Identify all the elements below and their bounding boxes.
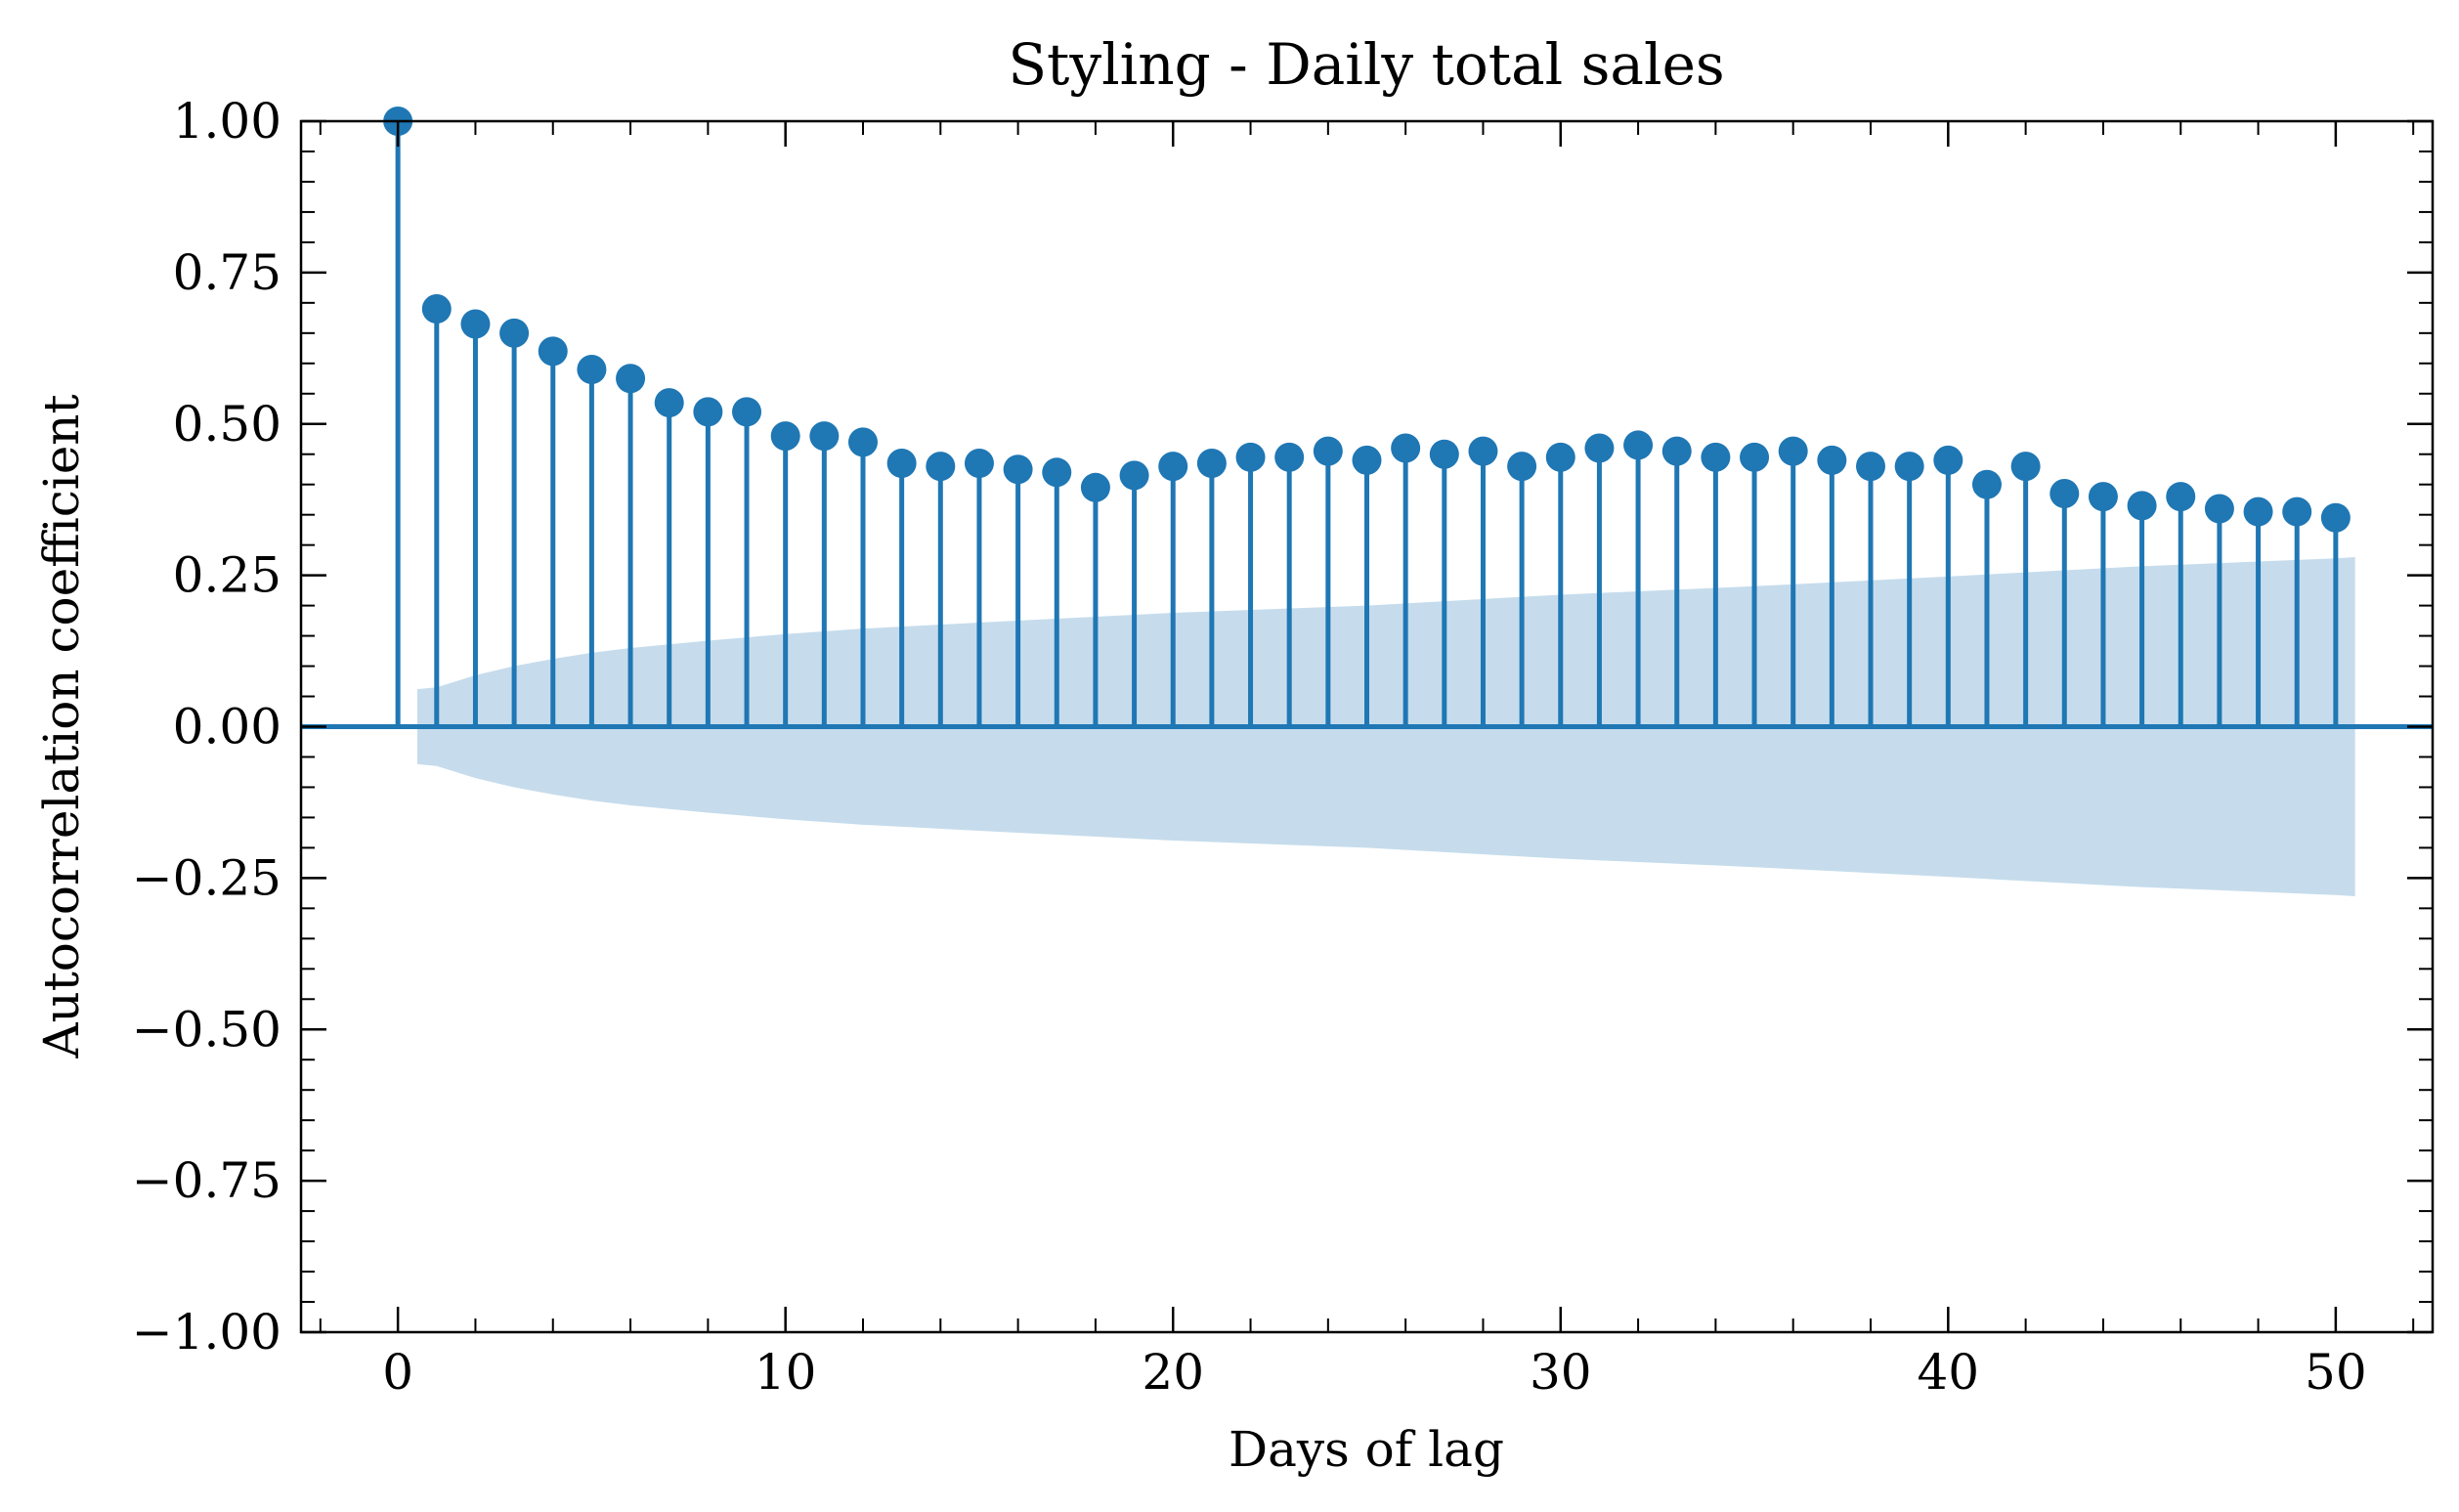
y-tick-label: 0.25 xyxy=(173,547,281,604)
marker-lag-29 xyxy=(1507,452,1537,482)
y-tick-label: −0.25 xyxy=(132,849,281,906)
marker-lag-22 xyxy=(1235,442,1266,472)
marker-lag-16 xyxy=(1003,454,1033,485)
y-tick-label: 0.75 xyxy=(173,244,281,301)
marker-lag-15 xyxy=(964,449,994,479)
marker-lag-35 xyxy=(1740,442,1770,472)
marker-lag-28 xyxy=(1468,436,1498,466)
marker-lag-33 xyxy=(1661,436,1692,466)
marker-lag-12 xyxy=(847,427,878,457)
stems-layer xyxy=(395,121,2339,727)
x-ticks-layer: 0 10 20 30 40 50 xyxy=(319,121,2415,1401)
y-tick-label: 1.00 xyxy=(173,93,281,150)
marker-lag-4 xyxy=(538,336,568,367)
x-axis-label: Days of lag xyxy=(1229,1421,1504,1478)
marker-lag-10 xyxy=(770,421,800,452)
marker-lag-46 xyxy=(2166,482,2196,512)
marker-lag-5 xyxy=(577,354,607,384)
marker-lag-20 xyxy=(1158,452,1188,482)
marker-lag-42 xyxy=(2010,452,2041,482)
x-tick-label: 40 xyxy=(1918,1344,1980,1401)
x-tick-label: 30 xyxy=(1530,1344,1592,1401)
marker-lag-3 xyxy=(499,318,530,348)
marker-lag-25 xyxy=(1352,445,1382,475)
marker-lag-47 xyxy=(2204,494,2234,524)
markers-layer xyxy=(383,107,2351,533)
marker-lag-2 xyxy=(460,309,491,339)
marker-lag-48 xyxy=(2243,497,2273,527)
marker-lag-11 xyxy=(809,421,840,452)
chart-title: Styling - Daily total sales xyxy=(1008,31,1724,98)
marker-lag-37 xyxy=(1817,445,1847,475)
x-tick-label: 10 xyxy=(755,1344,817,1401)
marker-lag-24 xyxy=(1313,436,1343,466)
marker-lag-9 xyxy=(732,397,762,427)
y-tick-label: −1.00 xyxy=(132,1304,281,1361)
x-tick-label: 0 xyxy=(382,1344,413,1401)
marker-lag-32 xyxy=(1623,430,1654,460)
marker-lag-17 xyxy=(1042,457,1072,488)
marker-lag-26 xyxy=(1391,433,1421,463)
marker-lag-13 xyxy=(886,449,917,479)
marker-lag-31 xyxy=(1584,433,1615,463)
marker-lag-14 xyxy=(926,452,956,482)
marker-lag-45 xyxy=(2127,491,2157,521)
x-tick-label: 20 xyxy=(1142,1344,1204,1401)
marker-lag-23 xyxy=(1274,442,1305,472)
marker-lag-19 xyxy=(1119,460,1149,491)
marker-lag-34 xyxy=(1701,442,1731,472)
y-tick-label: 0.00 xyxy=(173,699,281,756)
marker-lag-21 xyxy=(1196,449,1227,479)
y-tick-label: −0.50 xyxy=(132,1001,281,1058)
y-ticks-layer: −1.00 −0.75 −0.50 −0.25 0.00 0.25 0.50 0.75 1.00 xyxy=(132,93,2433,1361)
marker-lag-18 xyxy=(1080,472,1110,502)
marker-lag-50 xyxy=(2320,502,2351,533)
x-tick-label: 50 xyxy=(2305,1344,2367,1401)
marker-lag-38 xyxy=(1856,452,1886,482)
marker-lag-6 xyxy=(616,364,646,394)
y-tick-label: 0.50 xyxy=(173,396,281,453)
marker-lag-41 xyxy=(1971,469,2002,499)
marker-lag-39 xyxy=(1894,452,1924,482)
marker-lag-27 xyxy=(1429,439,1459,469)
marker-lag-44 xyxy=(2088,482,2118,512)
marker-lag-36 xyxy=(1778,436,1808,466)
marker-lag-30 xyxy=(1545,442,1575,472)
marker-lag-40 xyxy=(1933,445,1963,475)
y-axis-label: Autocorrelation coefficient xyxy=(33,394,90,1058)
y-tick-label: −0.75 xyxy=(132,1152,281,1209)
marker-lag-8 xyxy=(693,397,723,427)
marker-lag-7 xyxy=(654,388,684,418)
marker-lag-49 xyxy=(2282,497,2312,527)
marker-lag-1 xyxy=(421,294,452,324)
marker-lag-43 xyxy=(2049,478,2080,508)
